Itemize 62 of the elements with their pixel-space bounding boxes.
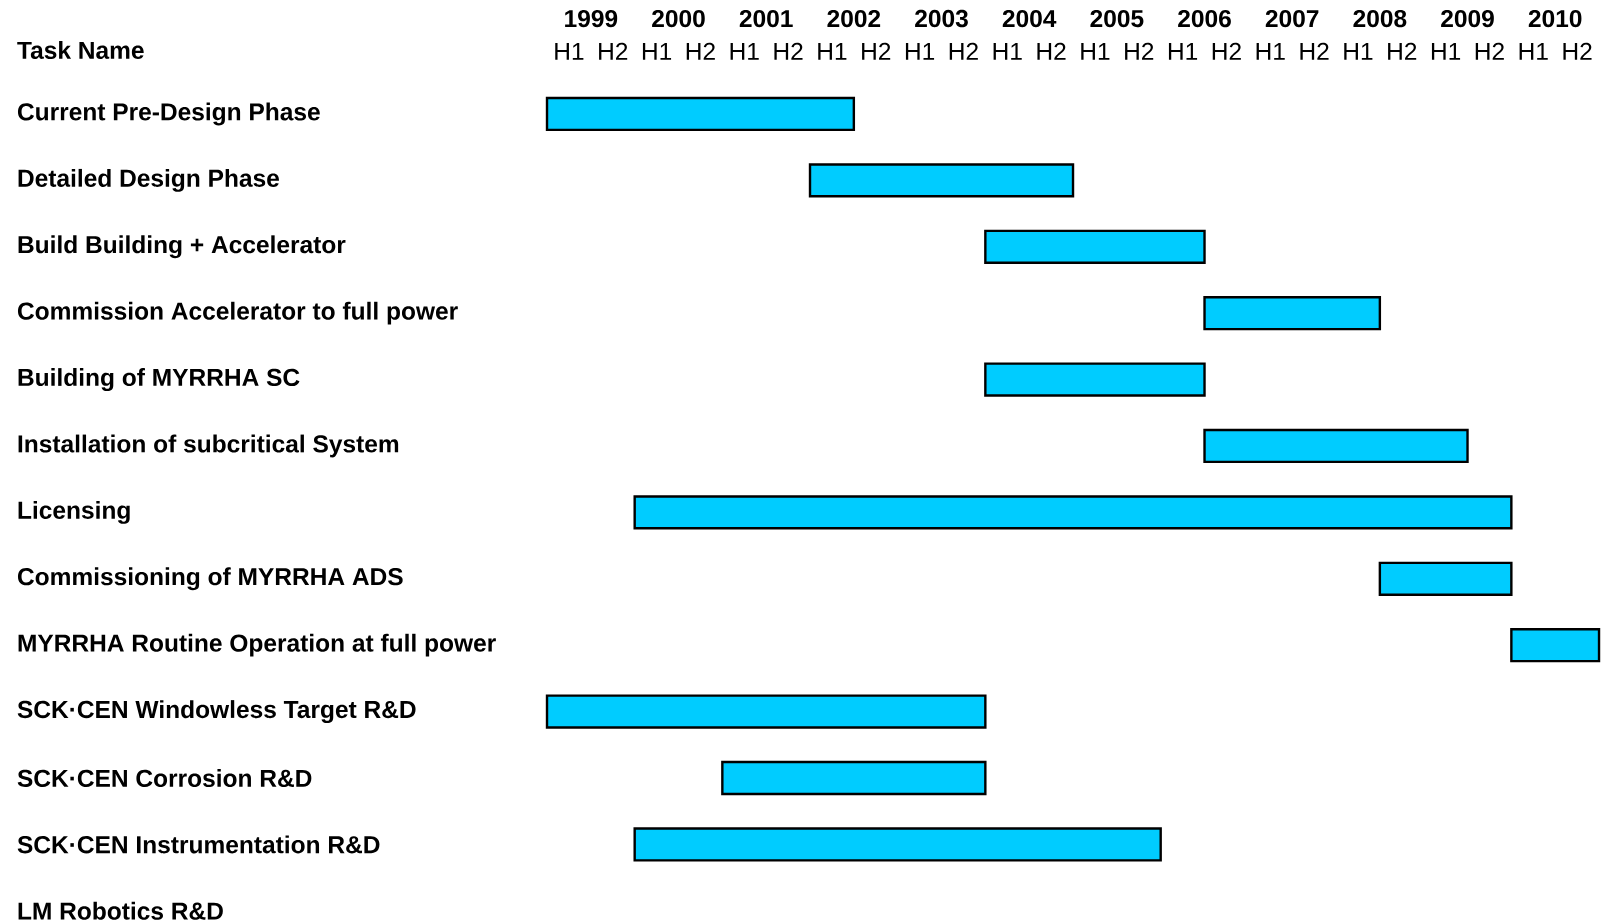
text: H2 [1300, 42, 1329, 60]
x-tick-label: 2000 [652, 9, 705, 28]
bar [1203, 296, 1382, 331]
y-tick-label: Installation of subcritical System [18, 434, 399, 458]
y-tick-label: Building of MYRRHA SC [18, 368, 300, 392]
text: H1 [993, 42, 1022, 60]
text: H1 [1431, 42, 1461, 60]
text: H2 [1125, 42, 1154, 60]
text: H2 [686, 42, 715, 60]
text: H1 [1256, 42, 1285, 60]
x-tick-label: 2003 [915, 9, 968, 28]
text: H2 [774, 42, 803, 60]
text: H1 [555, 42, 584, 60]
bar [633, 827, 1162, 862]
text: H2 [1037, 42, 1066, 60]
y-tick-label: Commissioning of MYRRHA ADS [17, 567, 403, 591]
x-tick-label: 2004 [1002, 9, 1057, 28]
text: H1 [818, 42, 847, 60]
text: H1 [1519, 42, 1548, 60]
x-tick-label: 2005 [1090, 9, 1144, 28]
y-tick-label: SCK·CEN Instrumentation R&D [17, 835, 380, 854]
text: H1 [905, 42, 935, 60]
y-axis-title: Task Name [17, 40, 144, 59]
text: H2 [599, 42, 628, 60]
text: H1 [1344, 42, 1373, 60]
bar [633, 495, 1513, 530]
y-tick-label: Licensing [18, 500, 130, 524]
bar [545, 96, 856, 132]
y-tick-label: SCK·CEN Windowless Target R&D [17, 700, 416, 724]
x-tick-label: 2002 [827, 9, 881, 28]
x-tick-label: 2010 [1528, 9, 1582, 28]
x-tick-label: 2001 [739, 9, 793, 28]
text: H1 [1081, 42, 1110, 60]
x-tick-label: 2008 [1353, 9, 1407, 28]
x-tick-label: 2009 [1441, 9, 1494, 28]
x-tick-label: 2006 [1178, 9, 1231, 28]
x-tick-label: 1999 [565, 9, 618, 28]
text: H1 [1168, 42, 1198, 60]
bar [1510, 628, 1601, 663]
y-tick-label: MYRRHA Routine Operation at full power [18, 633, 496, 657]
bar [1378, 561, 1513, 596]
bar [984, 362, 1206, 397]
text: H2 [862, 42, 891, 60]
text: H2 [1212, 42, 1241, 60]
y-tick-label: Current Pre-Design Phase [17, 102, 320, 126]
text: H1 [730, 42, 759, 60]
text: H2 [1388, 42, 1417, 60]
bar [1203, 428, 1469, 464]
y-tick-label: Detailed Design Phase [18, 168, 279, 192]
y-tick-label: Build Building + Accelerator [18, 235, 346, 259]
bar [545, 694, 987, 729]
bar [808, 163, 1075, 198]
text: H2 [949, 42, 978, 60]
y-tick-label: LM Robotics R&D [18, 901, 223, 920]
x-tick-label: 2007 [1265, 9, 1319, 28]
y-tick-label: Commission Accelerator to full power [17, 301, 458, 325]
bar [984, 229, 1206, 264]
bar [721, 760, 987, 796]
y-tick-label: SCK·CEN Corrosion R&D [17, 769, 312, 787]
text: H2 [1563, 42, 1592, 60]
text: H1 [642, 42, 672, 60]
text: H2 [1475, 42, 1504, 60]
